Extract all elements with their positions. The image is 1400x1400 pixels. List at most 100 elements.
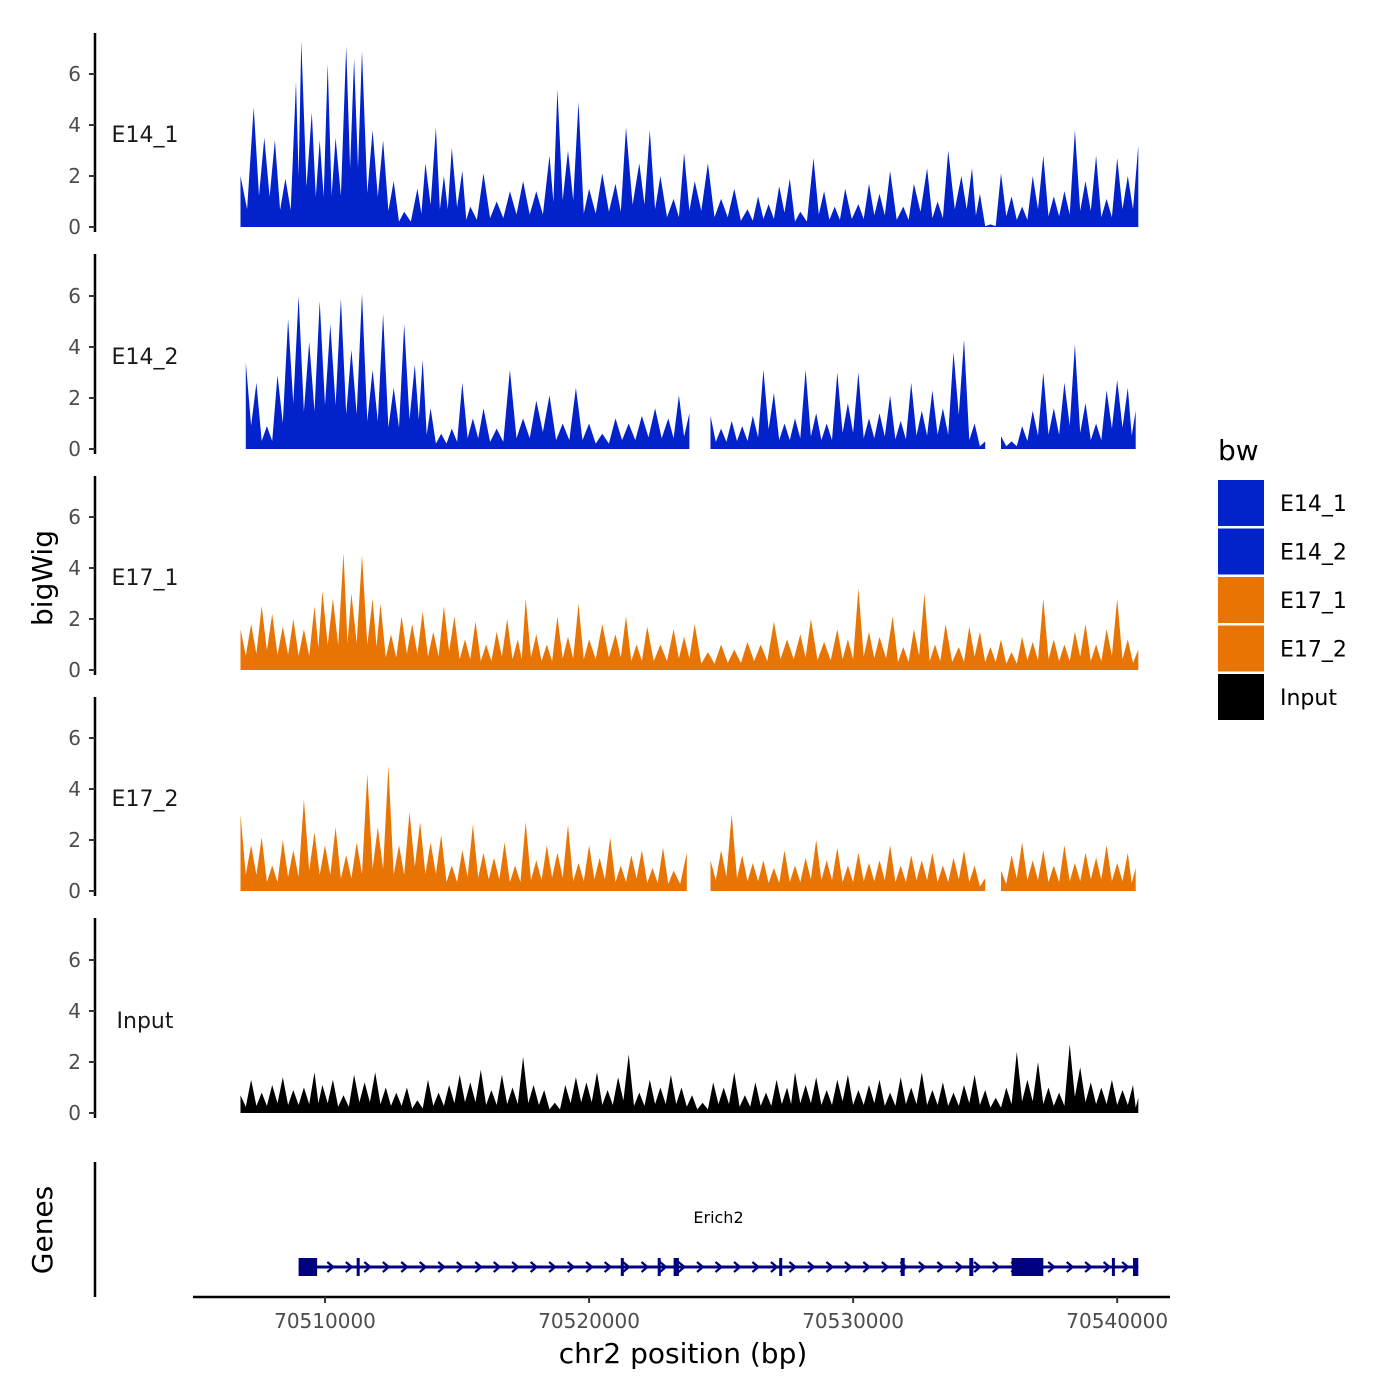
y-tick-label-input-6: 6: [68, 948, 81, 972]
track-e14-1: [240, 40, 1139, 227]
strand-arrow: [881, 1261, 890, 1273]
legend-swatch-input: [1218, 674, 1264, 720]
strand-arrow: [1047, 1261, 1056, 1273]
x-tick-label-70520000: 70520000: [538, 1309, 640, 1333]
strand-arrow: [862, 1261, 872, 1273]
strand-arrow: [788, 1261, 798, 1273]
exon-10: [1111, 1258, 1115, 1276]
exon-9: [1011, 1258, 1044, 1276]
y-axis-title: bigWig: [26, 530, 59, 626]
x-axis-title: chr2 position (bp): [559, 1337, 808, 1370]
y-tick-label-e14-2-6: 6: [68, 284, 81, 308]
strand-arrow: [1121, 1261, 1130, 1273]
strand-arrow: [1084, 1261, 1093, 1273]
strand-arrow: [751, 1261, 761, 1273]
strand-arrow: [955, 1261, 964, 1273]
strand-arrow: [807, 1261, 816, 1273]
exon-11: [1133, 1258, 1139, 1276]
gene-axis-title: Genes: [26, 1186, 59, 1274]
y-tick-label-e17-1-6: 6: [68, 505, 81, 529]
exon-7: [900, 1258, 905, 1276]
exon-2: [356, 1258, 360, 1276]
strand-arrow: [1065, 1261, 1075, 1273]
signal-area-e14-2: [245, 293, 1136, 449]
strand-arrow: [714, 1261, 724, 1273]
signal-area-e17-1: [240, 552, 1139, 670]
strand-arrow: [825, 1261, 835, 1273]
axes: 0 2 4 6 E14_1 0 2 4 6 E14_2 0 2 4 6 E17_1 0 2 4 6 E17_2 0 2 4 6…: [68, 33, 1170, 1333]
exon-8: [969, 1258, 974, 1276]
track-label-e17-2: E17_2: [112, 787, 179, 812]
strand-arrow: [566, 1261, 576, 1273]
strand-arrow: [345, 1261, 354, 1273]
strand-arrow: [418, 1261, 428, 1273]
legend-swatch-e17-1: [1218, 577, 1264, 623]
track-e17-1: [240, 552, 1139, 670]
y-tick-label-e14-1-4: 4: [68, 113, 81, 137]
track-label-input: Input: [117, 1009, 174, 1034]
track-e17-2: [240, 766, 1136, 891]
gene-track: Erich2: [93, 1162, 1139, 1297]
strand-arrow: [585, 1261, 594, 1273]
signal-area-e17-2: [240, 766, 1136, 891]
strand-arrow: [936, 1261, 946, 1273]
y-tick-label-e17-2-6: 6: [68, 726, 81, 750]
track-label-e14-2: E14_2: [112, 345, 179, 370]
legend-title: bw: [1218, 434, 1259, 467]
y-tick-label-e17-2-0: 0: [68, 879, 81, 903]
strand-arrow: [382, 1261, 391, 1273]
y-tick-label-e17-1-2: 2: [68, 607, 81, 631]
strand-arrow: [492, 1261, 502, 1273]
strand-arrow: [844, 1261, 853, 1273]
x-tick-label-70540000: 70540000: [1066, 1309, 1168, 1333]
signal-area-input: [240, 1044, 1139, 1113]
strand-arrow: [529, 1261, 539, 1273]
legend: E14_1 E14_2 E17_1 E17_2 Input: [1218, 480, 1347, 720]
x-tick-label-70530000: 70530000: [802, 1309, 904, 1333]
y-tick-label-input-2: 2: [68, 1050, 81, 1074]
y-tick-label-e14-1-6: 6: [68, 62, 81, 86]
x-tick-label-70510000: 70510000: [274, 1309, 376, 1333]
strand-arrow: [622, 1261, 631, 1273]
y-tick-label-e14-2-2: 2: [68, 386, 81, 410]
legend-swatch-e14-1: [1218, 480, 1264, 526]
y-tick-label-e14-1-0: 0: [68, 215, 81, 239]
legend-swatch-e14-2: [1218, 528, 1264, 575]
strand-arrow: [548, 1261, 557, 1273]
strand-arrow: [659, 1261, 668, 1273]
legend-label-e14-2: E14_2: [1280, 541, 1347, 566]
y-tick-label-e17-2-2: 2: [68, 828, 81, 852]
strand-arrow: [400, 1261, 409, 1273]
strand-arrow: [696, 1261, 705, 1273]
strand-arrow: [1102, 1261, 1112, 1273]
track-input: [240, 1044, 1139, 1113]
strand-arrow: [770, 1261, 779, 1273]
strand-arrow: [511, 1261, 520, 1273]
strand-arrow: [455, 1261, 465, 1273]
legend-label-e17-2: E17_2: [1280, 638, 1347, 663]
signal-area-e14-1: [240, 40, 1139, 227]
exon-6: [779, 1258, 783, 1276]
strand-arrow: [733, 1261, 742, 1273]
y-tick-label-input-0: 0: [68, 1101, 81, 1125]
exon-4: [657, 1258, 661, 1276]
track-label-e14-1: E14_1: [112, 123, 179, 148]
y-tick-label-e17-1-0: 0: [68, 658, 81, 682]
legend-label-e14-1: E14_1: [1280, 492, 1347, 517]
strand-arrow: [677, 1261, 687, 1273]
strand-arrow: [991, 1261, 1001, 1273]
track-e14-2: [245, 293, 1136, 449]
legend-swatch-e17-2: [1218, 625, 1264, 672]
strand-arrow: [640, 1261, 650, 1273]
legend-label-input: Input: [1280, 686, 1337, 711]
y-tick-label-e14-1-2: 2: [68, 164, 81, 188]
strand-arrow: [973, 1261, 982, 1273]
y-tick-label-e14-2-0: 0: [68, 437, 81, 461]
y-tick-label-input-4: 4: [68, 999, 81, 1023]
exon-5: [673, 1258, 679, 1276]
strand-arrow: [326, 1261, 336, 1273]
y-tick-label-e17-1-4: 4: [68, 556, 81, 580]
signal-tracks: [240, 40, 1139, 1113]
